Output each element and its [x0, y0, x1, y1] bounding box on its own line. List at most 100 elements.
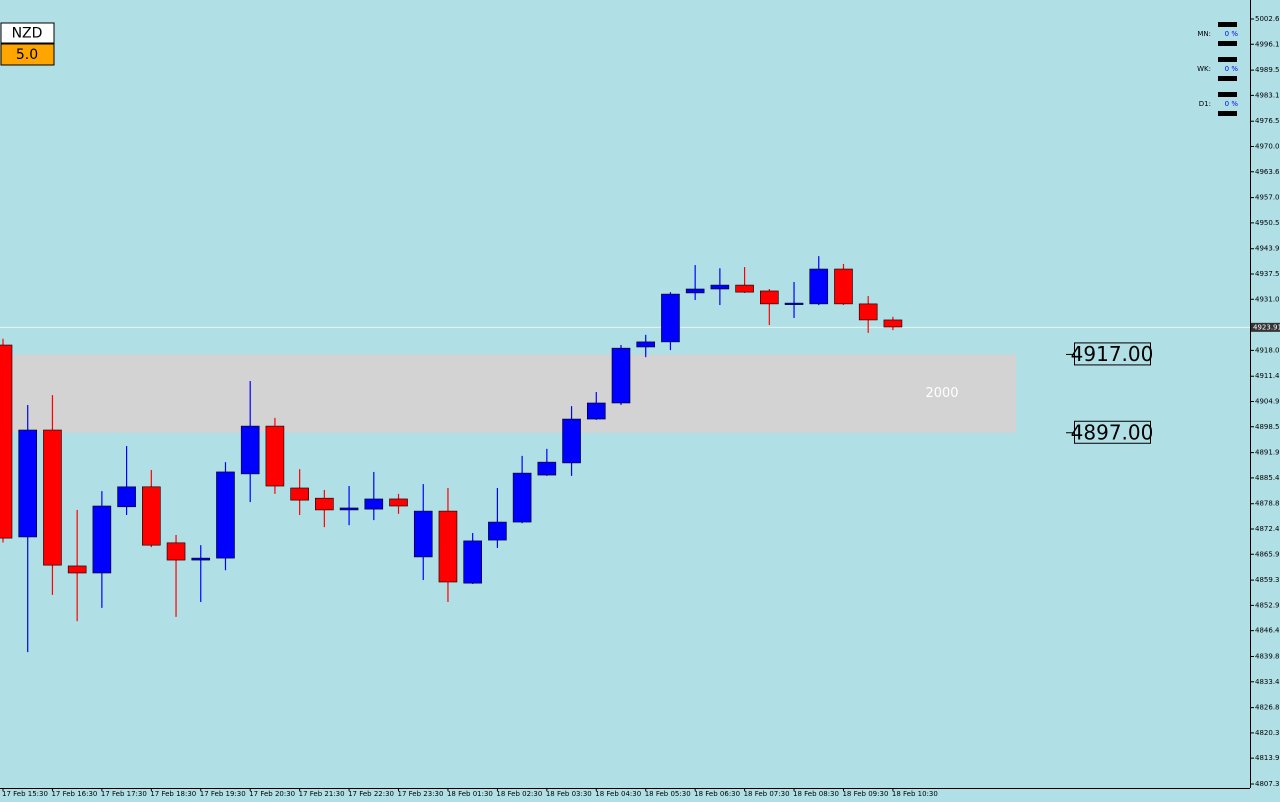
strength-bar — [1218, 41, 1237, 46]
x-tick-label: 18 Feb 10:30 — [892, 790, 938, 798]
zone-price-box — [1074, 342, 1151, 366]
x-tick-label: 17 Feb 16:30 — [51, 790, 97, 798]
zone-price-label: 4917.00 — [1071, 342, 1154, 366]
x-tick-label: 18 Feb 04:30 — [595, 790, 641, 798]
y-tick-label: 4963.63 — [1255, 168, 1280, 176]
candle-body — [240, 425, 260, 475]
candle-body — [117, 486, 136, 508]
candle-body — [290, 487, 309, 501]
candle-body — [389, 498, 408, 507]
y-tick-label: 4996.18 — [1255, 40, 1280, 48]
candle-body — [735, 284, 754, 293]
x-tick-label: 18 Feb 05:30 — [645, 790, 691, 798]
strength-bar — [1218, 92, 1237, 97]
strength-timeframe: WK: — [1197, 65, 1211, 73]
strength-timeframe: D1: — [1199, 100, 1211, 108]
y-tick-label: 4950.58 — [1255, 219, 1280, 227]
candle-body — [537, 461, 557, 476]
candle-body — [685, 288, 705, 294]
lot: 5.0 — [16, 47, 38, 63]
y-tick-label: 4865.98 — [1255, 550, 1280, 558]
y-tick-label: 4813.93 — [1255, 754, 1280, 762]
candle-body — [67, 565, 87, 574]
candle-body — [315, 497, 334, 511]
candle-body — [166, 542, 186, 561]
candle-body — [488, 521, 507, 541]
x-tick-label: 17 Feb 20:30 — [249, 790, 295, 798]
symbol-box — [0, 22, 55, 44]
x-tick-label: 18 Feb 03:30 — [546, 790, 592, 798]
y-tick-label: 4807.33 — [1255, 780, 1280, 788]
x-tick-label: 17 Feb 19:30 — [200, 790, 246, 798]
x-tick-label: 18 Feb 07:30 — [744, 790, 790, 798]
y-tick-label: 4989.58 — [1255, 66, 1280, 74]
x-tick-label: 18 Feb 08:30 — [793, 790, 839, 798]
x-tick-label: 18 Feb 02:30 — [496, 790, 542, 798]
y-tick-label: 4872.43 — [1255, 525, 1280, 533]
y-tick-label: 4852.93 — [1255, 601, 1280, 609]
x-tick-label: 17 Feb 15:30 — [2, 790, 48, 798]
strength-bar — [1218, 57, 1237, 62]
candle-body — [364, 498, 384, 510]
y-tick-label: 4918.03 — [1255, 346, 1280, 354]
y-tick-label: 4983.13 — [1255, 91, 1280, 99]
y-tick-label: 4846.48 — [1255, 627, 1280, 635]
y-tick-label: 4833.43 — [1255, 678, 1280, 686]
candle-body — [883, 319, 903, 328]
candle-body — [191, 557, 211, 561]
x-tick-label: 18 Feb 01:30 — [447, 790, 493, 798]
current-price-label: 4923.91 — [1253, 323, 1280, 331]
strength-bar — [1218, 76, 1237, 81]
candle-body — [438, 510, 458, 583]
y-tick-label: 5002.63 — [1255, 15, 1280, 23]
candle-body — [636, 341, 656, 348]
candle-body — [18, 429, 38, 538]
candle-body — [611, 347, 631, 404]
candle-body — [784, 302, 804, 305]
strength-bar — [1218, 111, 1237, 116]
y-tick-label: 4976.53 — [1255, 117, 1280, 125]
candle-body — [661, 293, 680, 343]
candle-body — [760, 290, 779, 305]
candle-body — [710, 284, 730, 290]
candle-body — [339, 507, 359, 511]
y-tick-label: 4931.08 — [1255, 295, 1280, 303]
candle-body — [92, 505, 112, 574]
candle-body — [586, 402, 606, 420]
candle-body — [43, 429, 62, 566]
y-tick-label: 4826.83 — [1255, 704, 1280, 712]
candle-body — [142, 486, 161, 546]
x-tick-label: 17 Feb 22:30 — [348, 790, 394, 798]
x-tick-label: 17 Feb 18:30 — [150, 790, 196, 798]
symbol: NZD — [12, 26, 43, 42]
lot-box — [0, 43, 55, 66]
y-tick-label: 4820.38 — [1255, 729, 1280, 737]
y-tick-label: 4898.53 — [1255, 423, 1280, 431]
candle-body — [512, 472, 532, 523]
candle-body — [858, 303, 878, 321]
y-tick-label: 4943.98 — [1255, 245, 1280, 253]
strength-value: 0 % — [1225, 65, 1239, 73]
y-tick-label: 4891.93 — [1255, 449, 1280, 457]
x-tick-label: 17 Feb 23:30 — [398, 790, 444, 798]
zone-price-label: 4897.00 — [1071, 420, 1154, 444]
current-price-box — [1251, 322, 1280, 332]
candle-body — [0, 344, 13, 539]
y-tick-label: 4937.53 — [1255, 270, 1280, 278]
candle-body — [834, 268, 853, 305]
y-tick-label: 4957.03 — [1255, 194, 1280, 202]
candle-body — [562, 418, 581, 464]
strength-bar — [1218, 22, 1237, 27]
x-tick-label: 18 Feb 09:30 — [842, 790, 888, 798]
y-tick-label: 4885.48 — [1255, 474, 1280, 482]
x-tick-label: 18 Feb 06:30 — [694, 790, 740, 798]
x-tick-label: 17 Feb 17:30 — [101, 790, 147, 798]
strength-value: 0 % — [1225, 100, 1239, 108]
candle-body — [809, 268, 829, 305]
candle-body — [413, 510, 433, 558]
strength-value: 0 % — [1225, 30, 1239, 38]
y-tick-label: 4970.08 — [1255, 142, 1280, 150]
candle-body — [216, 471, 235, 559]
